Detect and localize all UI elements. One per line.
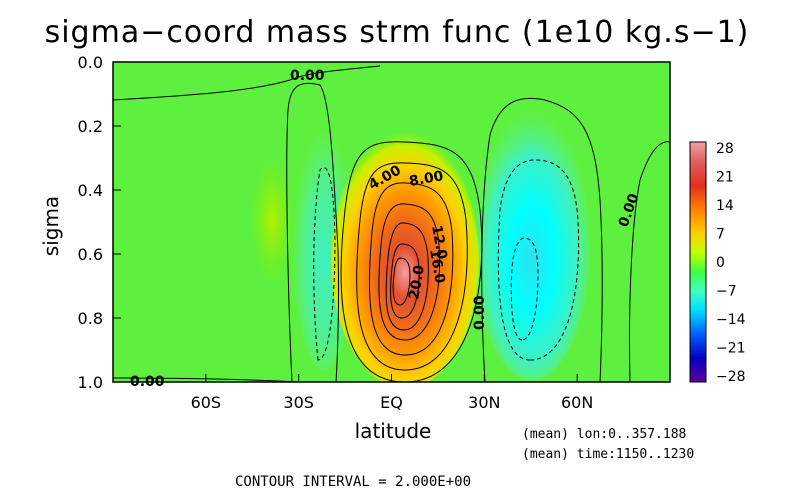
- contour-8: [368, 182, 454, 356]
- y-tick-label: 0.4: [78, 181, 103, 200]
- colorbar-gradient: [689, 141, 707, 383]
- y-tick-label: 0.6: [78, 245, 103, 264]
- cell-layers: [252, 110, 590, 382]
- y-tick-label: 0.8: [78, 309, 103, 328]
- cell-fill-tropical: [331, 132, 479, 382]
- plot-area: 0.00 0.00 0.00 0.00 4.00 8.00 12.0 16.0 …: [112, 61, 671, 390]
- x-axis: 60S 30S EQ 30N 60N: [191, 374, 593, 412]
- contour-24: [392, 257, 411, 306]
- contour-label-8: 8.00: [408, 168, 445, 190]
- contour-label-top: 0.00: [290, 68, 325, 84]
- contour-neg2-north: [497, 159, 580, 361]
- y-tick-label: 0.0: [78, 53, 103, 72]
- colorbar-ticks: 28 21 14 7 0 −7 −14 −21 −28: [716, 141, 746, 385]
- contour-label-16: 16.0: [426, 248, 448, 285]
- contour-0-north: [481, 97, 603, 382]
- contour-neg6-north: [510, 237, 539, 341]
- contour-20: [390, 243, 420, 319]
- x-tick-label: 60N: [561, 393, 593, 412]
- contour-16: [385, 222, 429, 331]
- x-tick-label: 30N: [468, 393, 500, 412]
- colorbar-tick-label: −7: [716, 284, 737, 300]
- contour-labels: 0.00 0.00 0.00 0.00 4.00 8.00 12.0 16.0 …: [130, 68, 643, 390]
- y-axis-label: sigma: [39, 196, 63, 256]
- colorbar-tick-label: 14: [716, 198, 734, 214]
- contour-0-top: [113, 65, 381, 101]
- x-tick-label: EQ: [380, 393, 403, 412]
- footnote-lon: (mean) lon:0..357.188: [522, 427, 686, 442]
- contour-interval-note: CONTOUR INTERVAL = 2.000E+00: [235, 474, 471, 490]
- contour-12: [378, 203, 440, 341]
- colorbar: 28 21 14 7 0 −7 −14 −21 −28: [689, 141, 746, 385]
- colorbar-tick-label: −21: [716, 341, 746, 357]
- y-axis: 0.0 0.2 0.4 0.6 0.8 1.0: [78, 53, 121, 392]
- x-tick-label: 60S: [191, 393, 222, 412]
- colorbar-tick-label: 0: [716, 255, 725, 271]
- colorbar-tick-label: 7: [716, 227, 725, 243]
- contour-label-20: 20.0: [406, 264, 428, 301]
- cell-fill-south-weak: [252, 160, 292, 280]
- x-tick-label: 30S: [283, 393, 314, 412]
- x-axis-label: latitude: [355, 419, 432, 443]
- colorbar-tick-label: −28: [716, 369, 746, 385]
- contour-4: [356, 162, 468, 371]
- contour-0-far-north: [629, 141, 670, 382]
- colorbar-tick-label: 28: [716, 141, 734, 157]
- cell-fill-ferrel-north: [474, 110, 590, 380]
- contour-neg2-south: [313, 167, 336, 361]
- contour-lines: [113, 65, 670, 382]
- footnote-time: (mean) time:1150..1230: [522, 447, 694, 462]
- contour-0: [340, 141, 483, 382]
- contour-0-south: [286, 82, 340, 382]
- colorbar-tick-label: −14: [716, 312, 746, 328]
- y-tick-label: 1.0: [78, 373, 103, 392]
- colorbar-tick-label: 21: [716, 170, 734, 186]
- contour-label-12: 12.0: [428, 224, 450, 261]
- y-tick-label: 0.2: [78, 117, 103, 136]
- contour-label-north: 0.00: [472, 295, 488, 330]
- chart-title: sigma−coord mass strm func (1e10 kg.s−1): [45, 15, 750, 50]
